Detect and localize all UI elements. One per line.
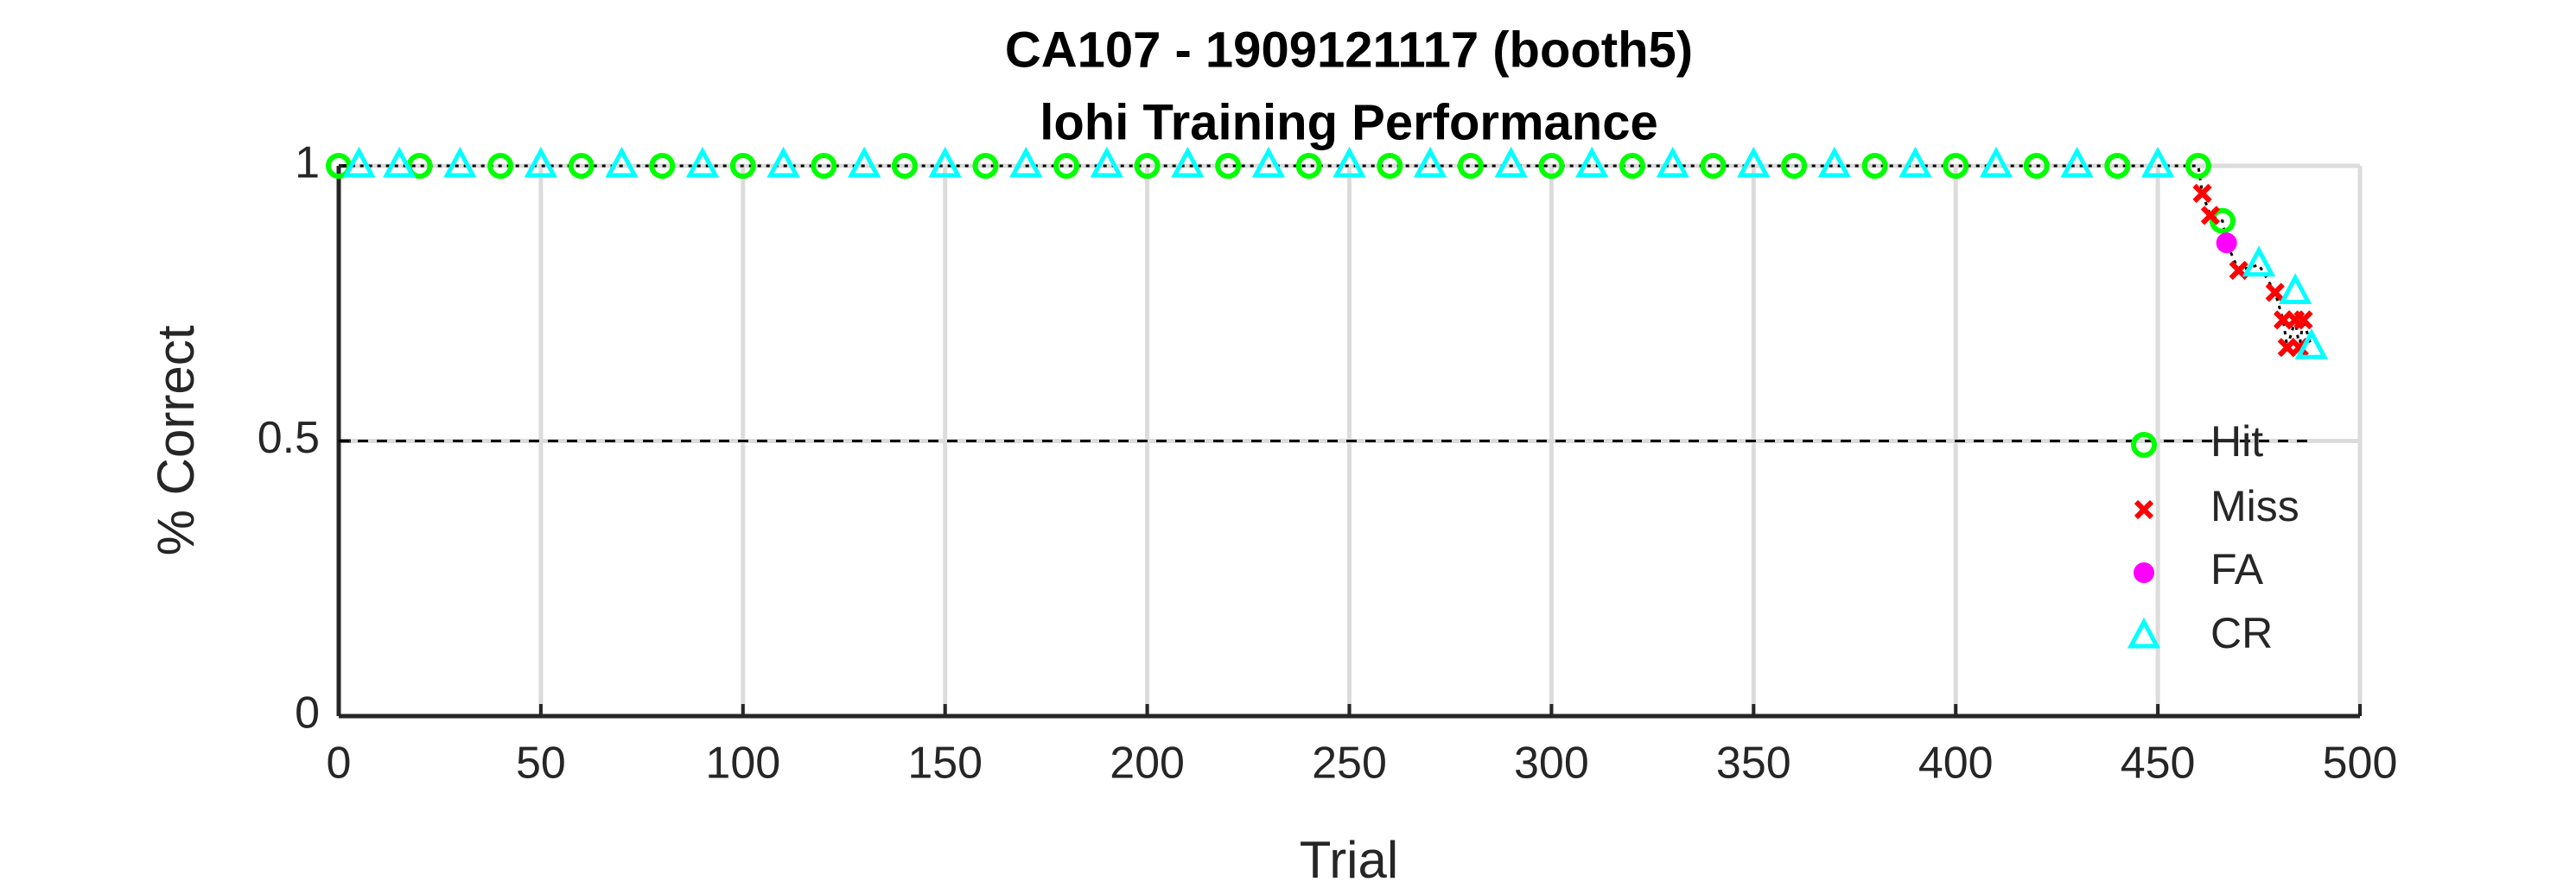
hit-marker [487,153,514,179]
hit-marker [1134,153,1161,179]
x-tick-label: 0 [327,739,352,789]
x-tick-label: 200 [1110,739,1185,789]
cr-marker [1171,146,1205,178]
hit-marker [1377,153,1403,179]
hit-marker [1538,153,1565,179]
hit-marker [1700,153,1727,179]
cr-marker [685,146,720,178]
trace-line [342,164,2313,348]
cr-marker [847,146,881,178]
cr-marker [2140,146,2175,178]
cr-marker [1251,146,1286,178]
x-tick-label: 250 [1312,739,1387,789]
cr-marker [1575,146,1609,178]
cr-marker [1899,146,1932,178]
hit-marker [1215,153,1242,179]
cr-marker [1494,146,1528,178]
cr-marker [1979,146,2013,178]
x-tick-label: 450 [2121,739,2196,789]
y-axis-label: % Correct [147,325,205,555]
cr-marker [605,146,639,178]
legend-label: FA [2210,545,2264,593]
hit-marker [2023,153,2050,179]
cr-marker [1413,146,1447,178]
miss-marker [2192,183,2212,203]
y-tick-label: 1 [295,138,320,188]
hit-marker [1053,153,1080,179]
fa-marker [2216,232,2237,254]
x-tick-label: 500 [2323,739,2398,789]
hit-marker [2104,153,2131,179]
x-tick-label: 400 [1918,739,1994,789]
miss-marker [2265,282,2285,302]
hit-marker [1295,153,1322,179]
x-tick-label: 350 [1716,739,1791,789]
chart-subtitle: lohi Training Performance [1040,94,1657,150]
cr-marker [1817,146,1852,178]
hit-marker [2209,207,2236,234]
hit-marker [649,153,676,179]
cr-marker [382,146,417,178]
x-tick-label: 300 [1514,739,1589,789]
cr-marker [928,146,962,178]
chart-title: CA107 - 1909121117 (booth5) [1005,22,1693,78]
x-tick-label: 50 [516,739,566,789]
cr-marker [342,146,376,178]
fa-marker [2134,562,2154,583]
hit-marker [1943,153,1969,179]
cr-marker [1737,146,1771,178]
cr-marker [1009,146,1043,178]
cr-marker [766,146,800,178]
hit-marker [1457,153,1484,179]
hit-marker [1861,153,1888,179]
x-tick-label: 150 [907,739,983,789]
cr-marker [524,146,558,178]
y-tick-label: 0.5 [258,413,320,463]
hit-marker [891,153,918,179]
cr-marker [2278,273,2312,305]
hit-marker [729,153,756,179]
miss-marker [2200,206,2221,225]
cr-marker [2294,327,2329,359]
hit-marker [568,153,595,179]
cr-marker [2242,245,2276,277]
legend-label: Miss [2210,482,2299,530]
y-tick-label: 0 [295,688,320,739]
cr-marker [1333,146,1366,178]
hit-marker [1781,153,1808,179]
x-tick-label: 100 [705,739,780,789]
miss-marker [2293,310,2313,330]
cr-marker [2127,617,2161,649]
legend-label: Hit [2210,417,2263,466]
legend-label: CR [2210,609,2273,657]
hit-marker [2185,153,2211,179]
hit-marker [1619,153,1645,179]
cr-marker [443,146,477,178]
cr-marker [1090,146,1123,178]
hit-marker [811,153,837,179]
x-axis-label: Trial [1300,831,1398,888]
hit-marker [2131,432,2157,458]
miss-marker [2134,499,2154,520]
cr-marker [1656,146,1689,178]
cr-marker [2060,146,2094,178]
hit-marker [972,153,999,179]
